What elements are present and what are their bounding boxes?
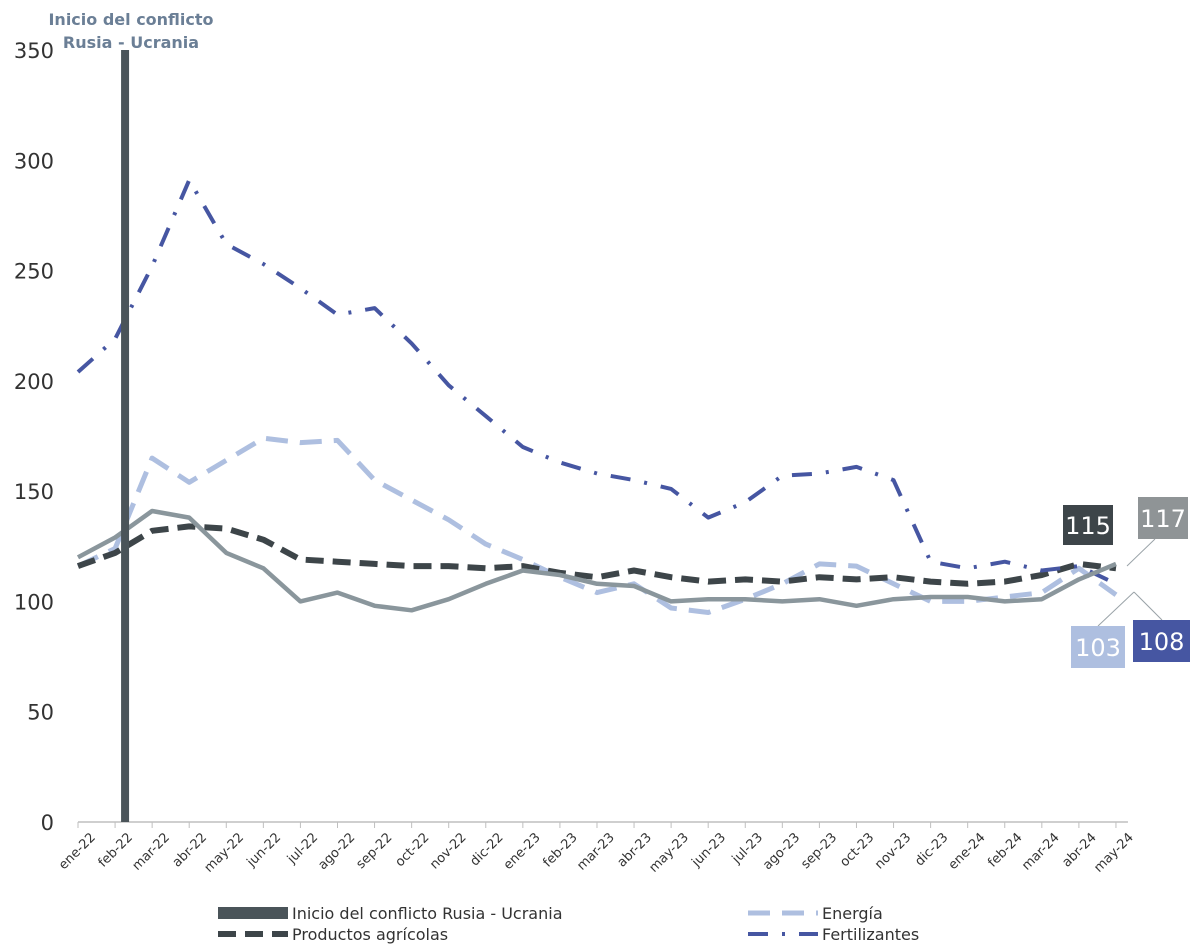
end-label-box xyxy=(1071,626,1125,668)
y-tick-label: 100 xyxy=(14,590,54,614)
x-tick-label: mar-22 xyxy=(130,830,173,873)
legend-swatch xyxy=(218,907,288,919)
chart-series xyxy=(76,178,1118,615)
end-label-leader xyxy=(1126,538,1156,567)
x-tick-label: jun-23 xyxy=(688,830,729,871)
x-tick-label: ene-22 xyxy=(56,830,99,873)
x-tick-label: may-24 xyxy=(1091,830,1136,875)
x-tick-label: ene-23 xyxy=(501,830,544,873)
event-marker: Inicio del conflicto Rusia - Ucrania xyxy=(48,10,214,822)
x-tick-label: may-23 xyxy=(646,830,691,875)
legend-label: Energía xyxy=(822,904,883,923)
end-label-value: 103 xyxy=(1075,634,1121,662)
series-line xyxy=(76,178,1117,586)
event-marker-bar xyxy=(121,50,130,822)
x-tick-label: ene-24 xyxy=(946,830,989,873)
end-labels: 115 117 103 108 xyxy=(1063,497,1190,668)
x-tick-label: ago-22 xyxy=(315,830,358,873)
x-tick-label: oct-22 xyxy=(393,830,433,870)
legend-item: Energía xyxy=(748,904,883,923)
x-tick-label: mar-24 xyxy=(1019,830,1062,873)
legend-item: Inicio del conflicto Rusia - Ucrania xyxy=(218,904,563,923)
x-tick-label: ago-23 xyxy=(760,830,803,873)
x-tick-label: mar-23 xyxy=(574,830,617,873)
end-label-value: 108 xyxy=(1139,628,1185,656)
end-label-value: 115 xyxy=(1065,512,1111,540)
legend-item: Fertilizantes xyxy=(748,925,919,944)
end-label-value: 117 xyxy=(1140,505,1186,533)
end-label-box xyxy=(1063,505,1113,545)
event-label-line2: Rusia - Ucrania xyxy=(63,33,199,52)
y-tick-label: 0 xyxy=(41,811,54,835)
y-tick-label: 250 xyxy=(14,260,54,284)
y-tick-label: 50 xyxy=(27,701,54,725)
series-line xyxy=(76,435,1118,615)
series-line xyxy=(76,508,1117,613)
end-label-leader xyxy=(1133,591,1163,621)
y-tick-label: 300 xyxy=(14,149,54,173)
legend-item: Productos agrícolas xyxy=(218,925,448,944)
chart-axes: 050100150200250300350ene-22feb-22mar-22a… xyxy=(14,39,1137,876)
end-label-leader xyxy=(1097,591,1135,627)
y-tick-label: 200 xyxy=(14,370,54,394)
x-tick-label: jun-22 xyxy=(244,830,285,871)
legend-label: Fertilizantes xyxy=(822,925,919,944)
event-label-line1: Inicio del conflicto xyxy=(48,10,213,29)
end-label-box xyxy=(1133,620,1190,662)
x-tick-label: nov-22 xyxy=(427,830,469,872)
x-tick-label: oct-23 xyxy=(837,830,877,870)
x-tick-label: nov-23 xyxy=(872,830,914,872)
x-tick-label: may-22 xyxy=(202,830,247,875)
x-tick-label: sep-22 xyxy=(353,830,395,872)
x-tick-label: sep-23 xyxy=(798,830,840,872)
legend: Inicio del conflicto Rusia - Ucrania Ener… xyxy=(218,904,919,944)
y-tick-label: 150 xyxy=(14,480,54,504)
y-tick-label: 350 xyxy=(14,39,54,63)
legend-label: Inicio del conflicto Rusia - Ucrania xyxy=(292,904,563,923)
legend-label: Productos agrícolas xyxy=(292,925,448,944)
end-label-box xyxy=(1138,497,1188,539)
